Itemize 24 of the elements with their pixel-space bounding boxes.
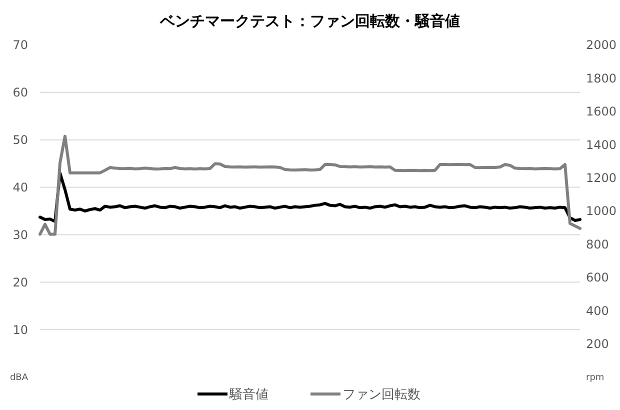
- line-series: [38, 134, 582, 236]
- y2-tick-label: 800: [586, 237, 609, 252]
- y2-tick-label: rpm: [586, 373, 604, 384]
- y-tick-label: 40: [12, 180, 28, 194]
- y-tick-label: 10: [12, 322, 28, 337]
- y2-tick-label: 400: [586, 304, 609, 318]
- y2-tick-label: 1400: [586, 138, 617, 152]
- y-tick-label: 70: [12, 38, 28, 52]
- y2-tick-label: 1600: [586, 104, 617, 119]
- y-tick-label: 20: [12, 275, 28, 290]
- y-tick-label: 50: [12, 133, 28, 148]
- y2-tick-label: 1200: [586, 171, 617, 185]
- y-tick-label: dBA: [10, 373, 29, 384]
- line-series: [38, 172, 582, 223]
- y2-tick-label: 2000: [586, 38, 617, 52]
- y2-tick-label: 200: [586, 337, 609, 351]
- y-tick-label: 60: [12, 86, 28, 100]
- chart-title: ベンチマークテスト：ファン回転数・騒音値: [159, 12, 460, 30]
- legend-label: 騒音値: [228, 388, 268, 403]
- y2-tick-label: 1800: [586, 71, 617, 86]
- y2-tick-label: 600: [586, 270, 609, 285]
- y2-tick-label: 1000: [586, 204, 617, 218]
- y-tick-label: 30: [12, 228, 28, 242]
- legend-label: ファン回転数: [342, 388, 420, 403]
